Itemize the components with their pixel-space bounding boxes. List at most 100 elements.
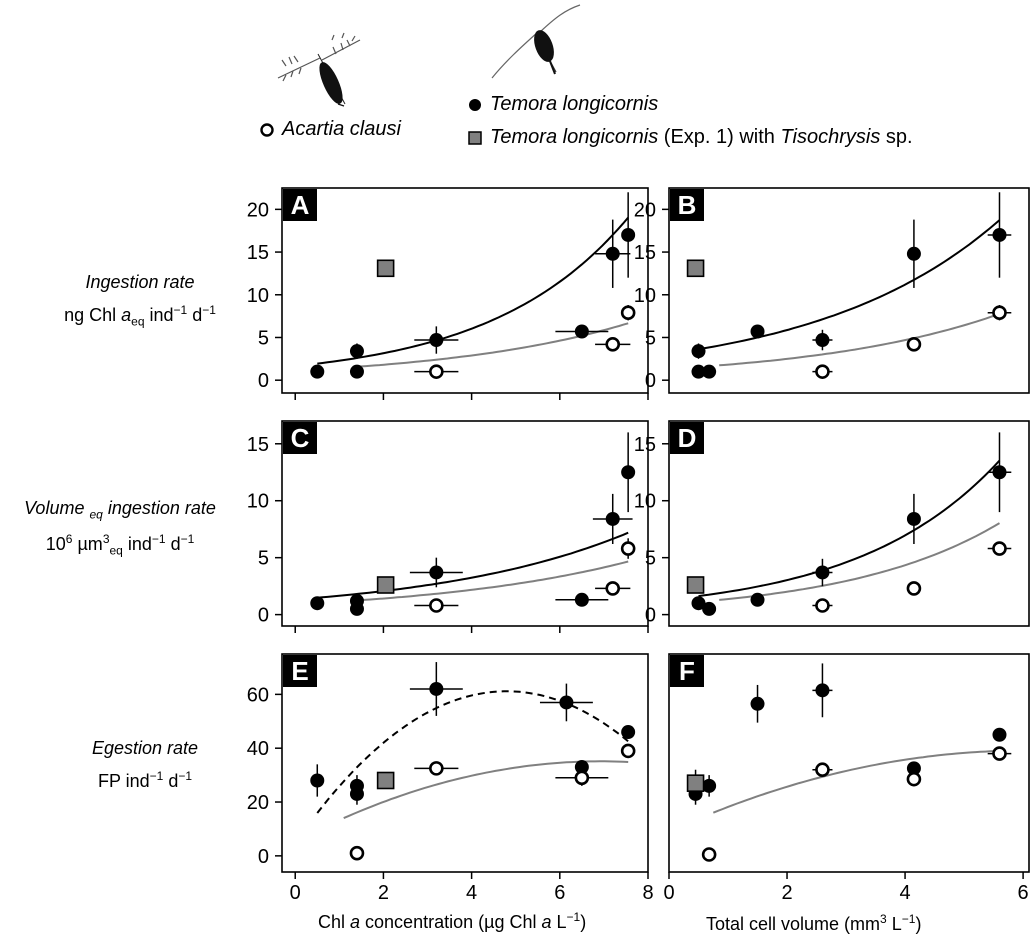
panel-letter-bg — [283, 655, 317, 687]
data-point-temora — [621, 227, 636, 242]
data-point-temora — [691, 364, 706, 379]
panel-letter-bg — [283, 189, 317, 221]
data-point-acartia — [605, 581, 621, 596]
fit-curve — [719, 312, 1000, 367]
y-tick-label: 5 — [258, 548, 269, 570]
data-point-temora — [906, 511, 921, 526]
ingestion-units: ng Chl aeq ind−1 d−1 — [64, 303, 216, 329]
x-axis-label-chl: Chl a concentration (µg Chl a L−1) — [318, 910, 587, 932]
legend-temora-exp-species: Temora longicornis — [490, 126, 659, 148]
ingestion-title: Ingestion rate — [85, 272, 195, 292]
data-point-acartia — [815, 364, 830, 379]
data-point-acartia — [574, 770, 590, 786]
data-point-temora — [349, 786, 364, 801]
legend-temora-exp-tail: sp. — [880, 126, 913, 148]
legend-temora-exp-food: Tisochrysis — [780, 126, 881, 148]
fit-curve — [317, 216, 629, 365]
volume-ingestion-title: Volume eq ingestion rate — [24, 498, 216, 522]
data-point-temora — [349, 344, 364, 359]
x-tick-label: 6 — [1018, 882, 1029, 904]
data-point-temora — [621, 725, 636, 740]
panel-letter-bg — [670, 422, 704, 454]
panel-letter: E — [291, 656, 308, 686]
y-tick-label: 20 — [247, 792, 269, 814]
data-point-temora — [574, 324, 589, 339]
y-tick-label: 20 — [634, 199, 656, 221]
panel-letter-bg — [283, 422, 317, 454]
data-point-acartia — [992, 305, 1007, 321]
data-point-temora — [702, 601, 717, 616]
legend-temora-exp: Temora longicornis (Exp. 1) with Tisochr… — [468, 126, 913, 149]
panel-D: D 0 5 10 15 — [634, 420, 1030, 627]
data-point-acartia — [906, 337, 922, 352]
data-point-temora — [310, 364, 325, 379]
fit-curve — [719, 522, 1001, 601]
data-point-acartia — [620, 305, 636, 321]
legend-temora-exp-mid: (Exp. 1) with — [658, 126, 781, 148]
y-tick-label: 0 — [645, 605, 656, 627]
y-tick-label: 5 — [645, 327, 656, 349]
data-point-temora — [349, 601, 364, 616]
data-point-temora — [310, 596, 325, 611]
data-point-temora — [992, 727, 1007, 742]
data-point-temora — [702, 778, 717, 793]
fit-curve — [316, 690, 629, 814]
panel-C: C 0 5 10 15 — [247, 420, 649, 633]
y-tick-label: 40 — [247, 738, 269, 760]
data-point-temora — [906, 246, 921, 261]
x-tick-label: 0 — [290, 882, 301, 904]
y-tick-label: 0 — [258, 370, 269, 392]
legend-temora: Temora longicornis — [468, 93, 658, 116]
data-point-temora — [429, 681, 444, 696]
x-tick-label: 8 — [642, 882, 653, 904]
legend-acartia: Acartia clausi — [260, 118, 401, 141]
row-label-volume-ingestion: Volume eq ingestion rate 106 µm3eq ind−1… — [4, 498, 236, 557]
fit-curve — [698, 459, 1001, 598]
data-point-temora — [815, 565, 830, 580]
data-point-temora — [691, 596, 706, 611]
data-point-acartia — [605, 337, 621, 352]
data-point-acartia — [906, 581, 922, 596]
legend-temora-label: Temora longicornis — [490, 93, 659, 115]
x-tick-label: 4 — [900, 882, 911, 904]
y-tick-label: 10 — [247, 285, 269, 307]
panel-A: A 0 5 10 15 20 — [247, 187, 649, 400]
y-tick-label: 15 — [634, 434, 656, 456]
data-point-temora-exp — [376, 771, 395, 790]
y-tick-label: 5 — [645, 548, 656, 570]
fit-curve — [356, 560, 629, 602]
acartia-illustration-icon — [277, 32, 361, 107]
panel-letter: F — [679, 656, 695, 686]
y-tick-label: 15 — [247, 434, 269, 456]
data-point-temora — [310, 773, 325, 788]
data-point-temora-exp — [686, 259, 705, 278]
data-point-acartia — [992, 541, 1007, 556]
x-tick-label: 4 — [466, 882, 477, 904]
x-tick-label: 2 — [781, 882, 792, 904]
volume-ingestion-units: 106 µm3eq ind−1 d−1 — [45, 531, 195, 558]
panel-letter: A — [291, 190, 310, 220]
y-tick-label: 10 — [634, 491, 656, 513]
y-tick-label: 10 — [634, 285, 656, 307]
data-point-acartia — [815, 598, 830, 613]
grey-square-marker-icon — [468, 130, 482, 145]
legend-acartia-label: Acartia clausi — [282, 118, 401, 140]
data-point-temora — [574, 592, 589, 607]
panel-letter: C — [291, 423, 310, 453]
fit-curve — [698, 219, 1001, 351]
data-point-temora-exp — [686, 774, 705, 792]
y-tick-label: 0 — [645, 370, 656, 392]
panel-letter: D — [678, 423, 697, 453]
open-circle-marker-icon — [260, 122, 274, 137]
data-point-temora — [349, 364, 364, 379]
data-point-temora-exp — [376, 259, 395, 278]
data-point-temora — [750, 324, 765, 339]
panel-letter-bg — [670, 655, 704, 687]
y-tick-label: 0 — [258, 846, 269, 868]
x-tick-label: 0 — [663, 882, 674, 904]
temora-illustration-icon — [491, 4, 581, 79]
data-point-temora — [750, 696, 765, 711]
data-point-temora — [815, 683, 830, 698]
panel-B: B 0 5 10 15 20 — [634, 187, 1030, 394]
